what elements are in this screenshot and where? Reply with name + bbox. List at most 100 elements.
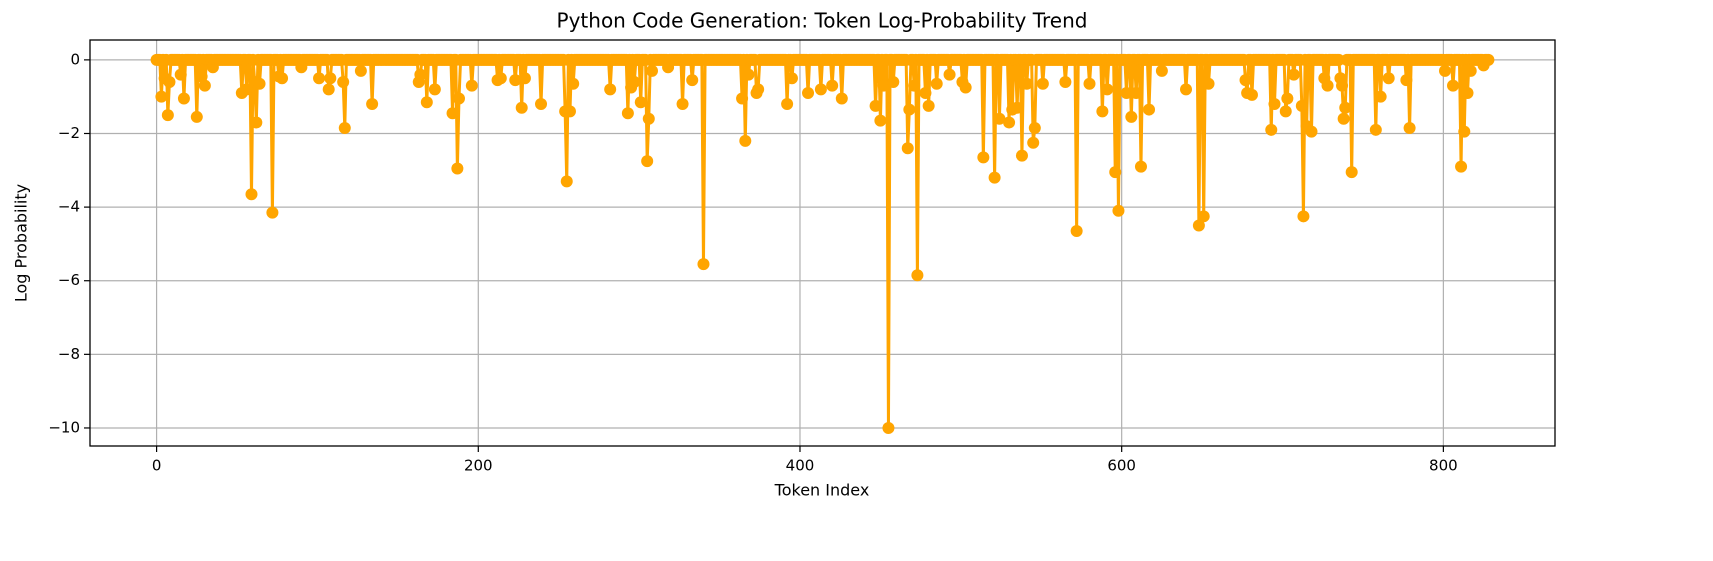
data-point [1155,64,1168,77]
data-point [1403,121,1416,134]
data-point [1015,149,1028,162]
x-axis-label: Token Index [774,481,870,500]
chart-title: Python Code Generation: Token Log-Probab… [557,9,1088,33]
data-point [515,101,528,114]
data-point [535,98,548,111]
data-point [1028,121,1041,134]
data-point [1305,125,1318,138]
data-point [1295,99,1308,112]
data-point [1112,204,1125,217]
data-point [943,68,956,81]
data-point [802,87,815,100]
data-point [1083,77,1096,90]
data-point [313,72,326,85]
y-tick-label: −2 [58,124,80,142]
data-point [628,75,641,88]
data-point [993,112,1006,125]
data-point [452,92,465,105]
data-point [901,142,914,155]
data-point [563,105,576,118]
data-point [826,79,839,92]
data-point [676,98,689,111]
y-tick-label: −6 [58,271,80,289]
data-point [420,96,433,109]
data-point [1279,105,1292,118]
data-point [198,79,211,92]
data-point [1268,98,1281,111]
data-point [465,79,478,92]
data-point [959,81,972,94]
y-tick-label: −10 [48,418,80,436]
x-tick-label: 0 [152,457,162,475]
data-point [338,121,351,134]
data-point [250,116,263,129]
data-point [736,92,749,105]
data-point [882,421,895,434]
data-point [686,74,699,87]
y-axis-label: Log Probability [12,184,31,302]
data-point [1202,77,1215,90]
data-point [1011,101,1024,114]
data-point [604,83,617,96]
data-point [1382,72,1395,85]
x-tick-label: 400 [786,457,815,475]
data-point [1020,77,1033,90]
data-point [922,99,935,112]
data-point [1461,87,1474,100]
data-point [908,79,921,92]
data-point [560,175,573,188]
data-point [1130,87,1143,100]
data-point [322,83,335,96]
data-point [509,74,522,87]
data-point [1125,110,1138,123]
data-point [1134,160,1147,173]
data-point [646,64,659,77]
data-point [337,75,350,88]
data-point [1345,166,1358,179]
data-point [190,110,203,123]
data-point [742,68,755,81]
data-point [161,109,174,122]
data-point [195,70,208,83]
data-point [1339,101,1352,114]
data-point [354,64,367,77]
data-point [634,96,647,109]
data-point [494,72,507,85]
data-point [903,103,916,116]
x-tick-label: 800 [1429,457,1458,475]
data-point [1003,116,1016,129]
data-point [174,68,187,81]
data-point [1297,210,1310,223]
y-tick-label: −8 [58,345,80,363]
data-point [1036,77,1049,90]
data-point [877,79,890,92]
data-point [1027,136,1040,149]
data-point [1369,123,1382,136]
x-tick-label: 200 [464,457,493,475]
data-point [428,83,441,96]
data-point [930,77,943,90]
data-point [739,134,752,147]
plot-frame [89,39,1556,447]
data-point [1120,87,1133,100]
data-point [1400,74,1413,87]
data-point [414,68,427,81]
data-point [641,155,654,168]
data-point [1059,75,1072,88]
data-point [1192,219,1205,232]
data-point [1447,79,1460,92]
data-point [1265,123,1278,136]
data-point [919,87,932,100]
data-point [1287,68,1300,81]
data-point [1321,79,1334,92]
data-point [621,107,634,120]
data-point [245,188,258,201]
data-point [1458,125,1471,138]
data-point [1143,103,1156,116]
data-point [451,162,464,175]
data-point [977,151,990,164]
data-point [1096,105,1109,118]
data-point [869,99,882,112]
